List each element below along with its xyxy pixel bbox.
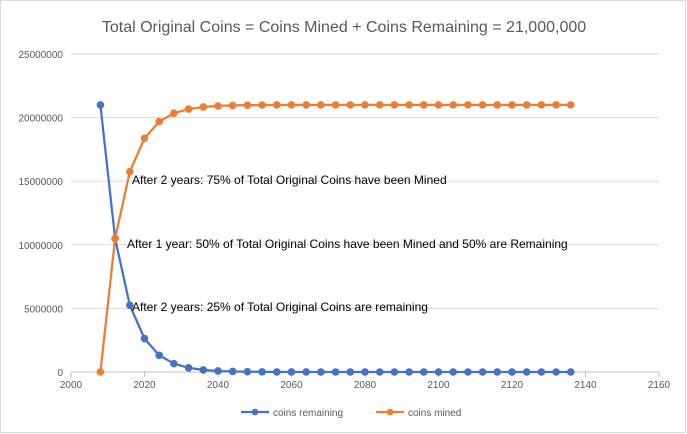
gridlines xyxy=(71,53,659,309)
point-coins-remaining xyxy=(96,101,105,109)
legend-swatch-marker-coins-mined xyxy=(386,408,394,416)
point-coins-mined xyxy=(478,101,487,109)
point-coins-mined xyxy=(346,101,355,109)
axes: 0 5000000 10000000 15000000 20000000 25000000… xyxy=(19,50,671,391)
y-tick-label: 0 xyxy=(57,368,63,379)
point-coins-mined xyxy=(228,101,237,110)
series-layer xyxy=(96,101,575,376)
point-coins-mined xyxy=(331,101,340,109)
x-tick-label: 2120 xyxy=(501,380,524,391)
x-tick-label: 2040 xyxy=(207,380,230,391)
point-coins-mined xyxy=(243,101,252,109)
point-coins-remaining xyxy=(155,351,163,360)
point-coins-mined xyxy=(111,234,119,243)
point-coins-remaining xyxy=(228,367,237,376)
point-coins-mined xyxy=(184,105,193,113)
point-coins-mined xyxy=(567,101,575,109)
y-tick-label: 5000000 xyxy=(24,304,63,315)
point-coins-mined xyxy=(302,101,311,109)
legend-label-coins-remaining: coins remaining xyxy=(273,408,343,419)
point-coins-remaining xyxy=(493,368,502,376)
point-coins-mined xyxy=(273,101,281,109)
point-coins-mined xyxy=(508,101,516,109)
point-coins-mined xyxy=(214,102,222,110)
point-coins-mined xyxy=(96,368,105,376)
point-coins-mined xyxy=(552,101,560,109)
annotation-75-mined: After 2 years: 75% of Total Original Coi… xyxy=(132,173,447,187)
point-coins-remaining xyxy=(317,368,325,376)
point-coins-remaining xyxy=(464,368,472,376)
point-coins-mined xyxy=(434,101,443,109)
point-coins-remaining xyxy=(273,368,281,376)
point-coins-remaining xyxy=(361,368,369,376)
annotation-25-remaining: After 2 years: 25% of Total Original Coi… xyxy=(132,300,428,314)
point-coins-mined xyxy=(126,167,134,176)
point-coins-remaining xyxy=(420,368,428,376)
x-tick-label: 2140 xyxy=(574,380,597,391)
point-coins-mined xyxy=(361,101,369,109)
point-coins-remaining xyxy=(346,368,355,376)
point-coins-remaining xyxy=(140,334,149,343)
x-tick-label: 2060 xyxy=(280,380,303,391)
point-coins-remaining xyxy=(567,368,575,376)
x-tick-label: 2020 xyxy=(133,380,156,391)
point-coins-remaining xyxy=(508,368,516,376)
point-coins-mined xyxy=(170,109,178,118)
chart-title: Total Original Coins = Coins Mined + Coi… xyxy=(102,19,586,36)
point-coins-mined xyxy=(464,101,472,109)
point-coins-remaining xyxy=(390,368,399,376)
point-coins-mined xyxy=(537,101,546,109)
point-coins-remaining xyxy=(537,368,546,376)
point-coins-mined xyxy=(199,103,208,111)
point-coins-mined xyxy=(390,101,399,109)
point-coins-remaining xyxy=(126,301,134,310)
point-coins-remaining xyxy=(243,367,252,376)
point-coins-mined xyxy=(140,134,149,143)
point-coins-remaining xyxy=(405,368,413,376)
point-coins-remaining xyxy=(331,368,340,376)
y-tick-label: 20000000 xyxy=(19,114,64,125)
point-coins-mined xyxy=(258,101,266,109)
point-coins-remaining xyxy=(449,368,458,376)
legend: coins remaining coins mined xyxy=(241,408,461,419)
point-coins-remaining xyxy=(302,368,311,376)
point-coins-remaining xyxy=(170,359,178,368)
point-coins-remaining xyxy=(258,368,266,376)
point-coins-mined xyxy=(155,117,163,126)
point-coins-mined xyxy=(493,101,502,109)
y-tick-label: 15000000 xyxy=(19,177,64,188)
point-coins-remaining xyxy=(375,368,384,376)
y-tick-label: 25000000 xyxy=(19,50,64,61)
point-coins-mined xyxy=(449,101,458,109)
x-tick-label: 2000 xyxy=(60,380,83,391)
point-coins-mined xyxy=(317,101,325,109)
point-coins-mined xyxy=(522,101,531,109)
point-coins-mined xyxy=(375,101,384,109)
y-tick-label: 10000000 xyxy=(19,241,64,252)
legend-label-coins-mined: coins mined xyxy=(408,408,461,419)
point-coins-mined xyxy=(420,101,428,109)
point-coins-remaining xyxy=(434,368,443,376)
point-coins-remaining xyxy=(214,367,222,375)
x-tick-label: 2100 xyxy=(427,380,450,391)
point-coins-remaining xyxy=(199,366,208,374)
x-tick-label: 2080 xyxy=(354,380,377,391)
point-coins-mined xyxy=(405,101,413,109)
point-coins-remaining xyxy=(184,364,193,372)
annotation-50-split: After 1 year: 50% of Total Original Coin… xyxy=(127,237,568,251)
x-tick-label: 2160 xyxy=(648,380,671,391)
point-coins-remaining xyxy=(522,368,531,376)
point-coins-mined xyxy=(287,101,296,109)
point-coins-remaining xyxy=(478,368,487,376)
point-coins-remaining xyxy=(552,368,560,376)
legend-swatch-marker-coins-remaining xyxy=(251,408,259,416)
point-coins-remaining xyxy=(287,368,296,376)
annotations: After 2 years: 75% of Total Original Coi… xyxy=(127,173,568,314)
